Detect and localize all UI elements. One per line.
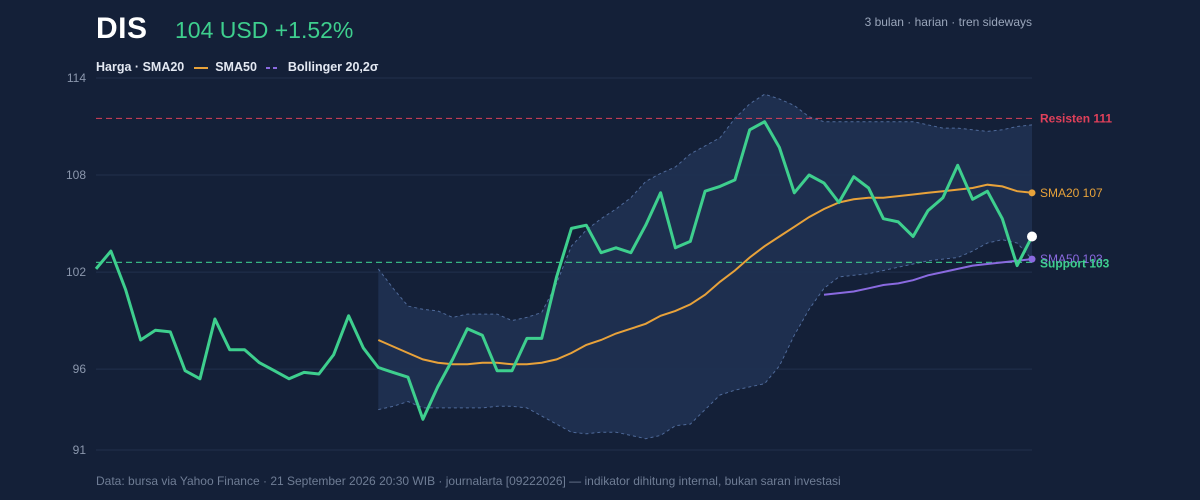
sma50-end-dot <box>1028 255 1036 263</box>
sma50-line <box>823 258 1033 296</box>
support-label: Support 103 <box>1040 256 1110 270</box>
legend-sma20-swatch <box>193 66 208 69</box>
legend-sma50-swatch <box>266 66 281 69</box>
legend-price-label: Harga · <box>96 60 140 74</box>
legend-bollinger-label: Bollinger 20,2σ <box>287 60 379 74</box>
y-tick-label: 102 <box>66 265 86 279</box>
y-tick-label: 114 <box>67 71 86 85</box>
price-end-dot <box>1027 231 1037 242</box>
chart-meta: 3 bulan · harian · tren sideways <box>864 15 1032 29</box>
legend-sma50-label: SMA50 <box>215 60 257 74</box>
sma20-line <box>377 183 1033 366</box>
bollinger-band-fill <box>378 94 1032 439</box>
legend-sma20-label: SMA20 <box>142 60 185 74</box>
y-tick-label: 108 <box>66 168 86 182</box>
bollinger-upper-line <box>377 93 1033 322</box>
chart-legend: Harga · SMA20 SMA50 Bollinger 20,2σ <box>96 60 378 74</box>
sma20-end-label: SMA20 107 <box>1040 186 1103 200</box>
price-quote: 104 USD +1.52% <box>175 17 354 43</box>
y-tick-label: 91 <box>73 443 87 457</box>
price-line <box>94 120 1034 421</box>
footer-source: Data: bursa via Yahoo Finance · 21 Septe… <box>96 474 841 488</box>
resistance-label: Resisten 111 <box>1040 111 1112 125</box>
ticker-symbol: DIS <box>96 12 148 45</box>
y-tick-label: 96 <box>73 362 87 376</box>
sma50-end-label: SMA50 103 <box>1040 252 1103 266</box>
sma20-end-dot <box>1028 189 1036 197</box>
